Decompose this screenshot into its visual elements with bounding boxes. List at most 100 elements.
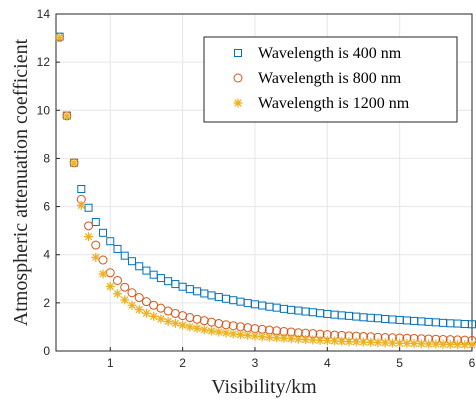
data-point: [99, 228, 108, 237]
data-point: [279, 304, 288, 313]
data-point: [112, 275, 122, 285]
data-point: [192, 323, 202, 333]
data-point: [185, 322, 195, 332]
data-point: [149, 311, 159, 321]
legend-marker: [234, 49, 242, 57]
data-point: [84, 203, 93, 212]
legend-marker: [233, 98, 243, 108]
data-point: [228, 329, 238, 339]
data-point: [446, 319, 455, 328]
data-point: [243, 323, 253, 333]
data-point: [193, 287, 202, 296]
data-point: [387, 338, 397, 348]
data-point: [287, 305, 296, 314]
y-tick-label: 2: [43, 296, 50, 310]
data-point: [106, 237, 115, 246]
data-point: [84, 232, 94, 242]
data-point: [207, 326, 217, 336]
data-point: [316, 309, 325, 318]
data-point: [135, 262, 144, 271]
data-point: [431, 318, 440, 327]
data-point: [149, 270, 158, 279]
data-point: [294, 306, 303, 315]
y-tick-label: 12: [37, 55, 51, 69]
data-point: [424, 317, 433, 326]
data-point: [207, 291, 216, 300]
data-point: [91, 240, 101, 250]
data-point: [359, 313, 368, 322]
x-tick-label: 6: [469, 356, 476, 370]
data-point: [265, 302, 274, 311]
data-point: [410, 316, 419, 325]
data-point: [409, 339, 419, 349]
data-point: [228, 321, 238, 331]
data-point: [170, 318, 180, 328]
x-tick-label: 5: [396, 356, 403, 370]
y-tick-label: 14: [37, 7, 51, 21]
data-point: [439, 318, 448, 327]
data-point: [221, 328, 231, 338]
legend-label-1200nm: Wavelength is 1200 nm: [258, 95, 410, 112]
data-point: [199, 325, 209, 335]
data-point: [69, 158, 79, 168]
data-point: [199, 316, 209, 326]
data-point: [120, 251, 129, 260]
data-point: [141, 297, 151, 307]
data-point: [388, 315, 397, 324]
plot-area-frame: [55, 13, 473, 352]
data-point: [207, 317, 217, 327]
data-point: [301, 335, 311, 345]
data-point: [164, 277, 173, 286]
data-point: [315, 335, 325, 345]
data-point: [77, 184, 86, 193]
series-3: [55, 33, 476, 350]
data-point: [453, 319, 462, 328]
data-point: [250, 331, 260, 341]
data-point: [142, 266, 151, 275]
data-point: [134, 293, 144, 303]
y-tick-label: 8: [43, 151, 50, 165]
data-point: [416, 339, 426, 349]
y-tick-label: 4: [43, 248, 50, 262]
data-point: [373, 314, 382, 323]
data-point: [76, 200, 86, 210]
data-point: [214, 293, 223, 302]
data-point: [134, 305, 144, 315]
legend-label-400nm: Wavelength is 400 nm: [258, 45, 402, 62]
data-point: [337, 311, 346, 320]
y-axis-title: Atmospheric attenuation coefficient: [10, 38, 32, 326]
y-tick-label: 0: [43, 344, 50, 358]
data-point: [200, 289, 209, 298]
data-point: [222, 294, 231, 303]
data-point: [214, 319, 224, 329]
series-1: [55, 32, 476, 329]
x-tick-label: 4: [324, 356, 331, 370]
data-point: [185, 285, 194, 294]
y-tick-label: 10: [37, 103, 51, 117]
data-point: [272, 303, 281, 312]
data-point: [308, 308, 317, 317]
data-point: [402, 338, 412, 348]
data-point: [438, 339, 448, 349]
data-point: [55, 33, 65, 43]
data-point: [235, 330, 245, 340]
data-point: [120, 295, 130, 305]
data-point: [163, 316, 173, 326]
data-point: [460, 320, 469, 329]
data-point: [156, 314, 166, 324]
data-point: [91, 252, 101, 262]
data-point: [402, 316, 411, 325]
data-point: [84, 221, 94, 231]
data-point: [214, 327, 224, 337]
data-markers: [55, 32, 476, 350]
data-point: [445, 340, 455, 350]
x-axis-title: Visibility/km: [211, 376, 317, 398]
data-point: [127, 300, 137, 310]
data-point: [301, 307, 310, 316]
data-point: [366, 313, 375, 322]
data-point: [127, 288, 137, 298]
data-point: [351, 337, 361, 347]
data-point: [113, 244, 122, 253]
